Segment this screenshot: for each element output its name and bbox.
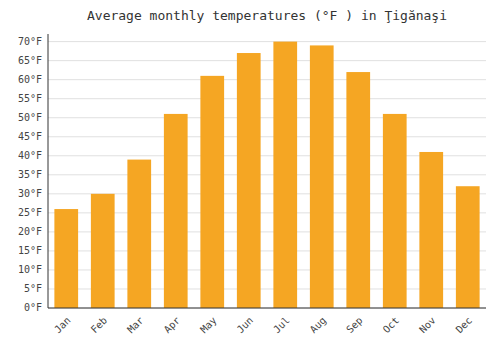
y-tick-label: 15°F — [18, 245, 42, 256]
chart: 0°F 5°F 10°F 15°F 20°F 25°F 30°F 35°F 40°F 45°F 50… — [0, 0, 500, 350]
x-tick-label: Jul — [271, 315, 292, 336]
bar — [273, 42, 297, 308]
x-tick-label: Jan — [52, 315, 73, 336]
y-tick-label: 55°F — [18, 93, 42, 104]
y-tick-label: 35°F — [18, 169, 42, 180]
y-tick-label: 40°F — [18, 150, 42, 161]
y-tick-label: 65°F — [18, 55, 42, 66]
bar — [54, 209, 78, 308]
y-tick-label: 10°F — [18, 264, 42, 275]
x-tick-label: May — [198, 315, 219, 336]
grid-line — [48, 308, 486, 309]
bars — [54, 42, 479, 308]
bar — [200, 76, 224, 308]
y-axis-line — [48, 34, 49, 308]
y-tick-label: 60°F — [18, 74, 42, 85]
grid-line — [48, 117, 486, 118]
x-tick-label: Dec — [454, 315, 475, 336]
y-tick-labels: 0°F 5°F 10°F 15°F 20°F 25°F 30°F 35°F 40°F 45°F 50… — [18, 36, 42, 313]
y-tick-label: 50°F — [18, 112, 42, 123]
y-tick-label: 70°F — [18, 36, 42, 47]
bar — [383, 114, 407, 308]
grid-line — [48, 136, 486, 137]
title: Average monthly temperatures (°F ) in Ţi… — [87, 8, 447, 23]
x-tick-label: Feb — [89, 315, 110, 336]
x-tick-label: Apr — [162, 315, 183, 336]
x-tick-label: Nov — [417, 315, 438, 336]
bar — [237, 53, 261, 308]
y-tick-label: 20°F — [18, 226, 42, 237]
bar — [456, 186, 480, 308]
y-tick-label: 30°F — [18, 188, 42, 199]
y-tick-label: 5°F — [24, 283, 42, 294]
bar — [419, 152, 443, 308]
y-tick-label: 45°F — [18, 131, 42, 142]
x-tick-label: Oct — [381, 315, 402, 336]
bar — [164, 114, 188, 308]
grid-line — [48, 79, 486, 80]
grid-line — [48, 41, 486, 42]
bar — [127, 160, 151, 308]
bar — [310, 45, 334, 308]
x-tick-labels: Jan Feb Mar Apr May Jun Jul Aug Sep Oct Nov Dec — [52, 315, 474, 336]
y-tick-label: 0°F — [24, 302, 42, 313]
grid-line — [48, 98, 486, 99]
x-tick-label: Sep — [344, 315, 365, 336]
grid-line — [48, 60, 486, 61]
bar — [346, 72, 370, 308]
x-tick-label: Jun — [235, 315, 256, 336]
bar — [91, 194, 115, 308]
x-axis-line — [48, 308, 486, 309]
y-tick-label: 25°F — [18, 207, 42, 218]
x-tick-label: Mar — [125, 315, 146, 336]
grid — [48, 42, 486, 308]
x-tick-label: Aug — [308, 315, 329, 336]
